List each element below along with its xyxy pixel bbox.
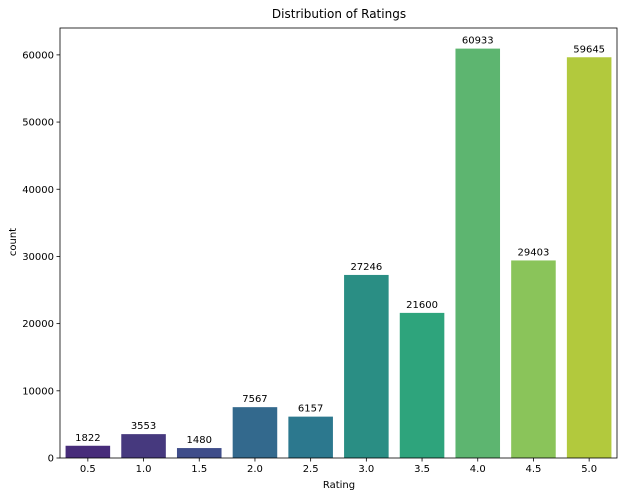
bar-5-0 [566,57,612,458]
data-label-2-5: 6157 [298,404,323,415]
x-tick-label-3-0: 3.0 [358,464,374,475]
bar-3-0 [344,274,389,458]
x-tick-label-1-0: 1.0 [136,464,152,475]
y-tick-label-2: 20000 [22,319,54,330]
data-label-2-0: 7567 [242,394,267,405]
data-label-1-5: 1480 [187,435,212,446]
x-tick-label-1-5: 1.5 [191,464,207,475]
data-label-3-5: 21600 [406,300,438,311]
y-tick-label-4: 40000 [22,185,54,196]
x-tick-label-0-5: 0.5 [80,464,96,475]
x-tick-label-3-5: 3.5 [414,464,430,475]
data-label-4-5: 29403 [518,247,550,258]
bar-1-0 [121,434,166,458]
chart-title: Distribution of Ratings [272,7,406,21]
bar-3-5 [399,312,445,459]
y-tick-label-6: 60000 [22,50,54,61]
y-tick-label-3: 30000 [22,252,54,263]
data-label-3-0: 27246 [350,262,382,273]
bar-2-5 [288,416,333,458]
plot-area: 1822 3553 1480 7567 6157 27246 21600 60933 29403… [22,27,618,475]
x-tick-label-2-0: 2.0 [247,464,263,475]
bar-1-5 [176,448,222,458]
x-tick-label-5-0: 5.0 [581,464,597,475]
data-label-1-0: 3553 [131,421,156,432]
bar-2-0 [232,407,278,458]
plot-frame [59,27,618,459]
y-axis-label: count [8,228,19,256]
bar-4-0 [455,48,501,459]
data-label-4-0: 60933 [462,36,494,47]
data-label-5-0: 59645 [573,44,605,55]
data-label-0-5: 1822 [75,433,100,444]
bar-4-5 [511,260,556,458]
x-tick-label-4-5: 4.5 [525,464,541,475]
y-tick-label-0: 0 [48,454,54,465]
x-tick-label-4-0: 4.0 [470,464,486,475]
y-tick-label-5: 50000 [22,118,54,129]
y-tick-label-1: 10000 [22,386,54,397]
x-tick-label-2-5: 2.5 [303,464,319,475]
bar-0-5 [65,445,111,458]
x-axis-label: Rating [323,480,355,491]
